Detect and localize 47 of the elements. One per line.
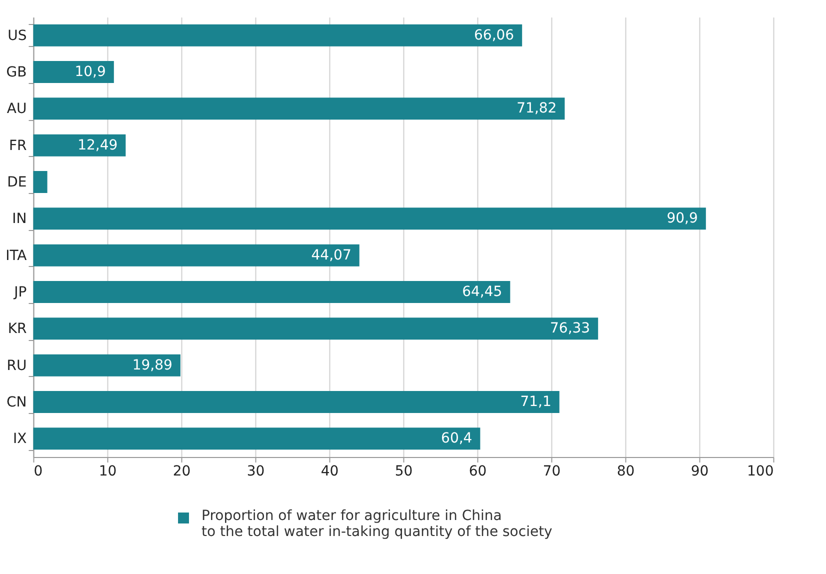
bar (33, 428, 480, 450)
x-tick-label: 10 (98, 464, 117, 480)
data-label: 71,1 (520, 394, 552, 410)
data-label: 76,33 (550, 320, 590, 337)
y-tick-label: RU (6, 358, 27, 374)
bar (33, 244, 360, 266)
bar (33, 391, 560, 413)
bar (33, 134, 126, 156)
data-label: 90,9 (666, 210, 698, 227)
x-tick-label: 90 (690, 464, 709, 480)
bar (33, 318, 598, 340)
y-tick-label: GB (6, 64, 27, 80)
data-label: 19,89 (132, 357, 172, 374)
data-label: 10,9 (74, 64, 106, 80)
bar (33, 24, 522, 46)
x-tick-label: 80 (616, 464, 635, 480)
y-tick-label: CN (6, 394, 27, 410)
bar (33, 171, 48, 193)
y-tick-label: IN (12, 211, 27, 228)
y-tick-label: JP (13, 284, 27, 300)
x-tick-label: 30 (246, 464, 265, 480)
y-tick-label: AU (6, 101, 27, 118)
y-tick-label: ITA (6, 248, 28, 264)
data-label: 71,82 (516, 100, 557, 117)
data-label: 66,06 (474, 27, 514, 44)
bar (33, 208, 706, 230)
x-tick-label: 40 (320, 464, 339, 480)
x-tick-label: 50 (394, 464, 413, 480)
data-label: 12,49 (78, 137, 118, 154)
legend-label: Proportion of water for agriculture in China to the total water in-taking quantity of the society (202, 508, 552, 540)
bar (33, 61, 114, 83)
y-tick-label: KR (8, 321, 28, 338)
data-label: 60,4 (441, 430, 472, 447)
x-tick-label: 60 (468, 464, 487, 480)
data-label: 64,45 (462, 284, 502, 300)
y-tick-label: IX (13, 431, 28, 448)
bar (33, 98, 565, 120)
x-tick-label: 20 (172, 464, 191, 480)
x-tick-label: 70 (542, 464, 561, 480)
x-tick-label: 0 (34, 464, 43, 480)
bar (33, 281, 510, 303)
data-label: 44,07 (311, 247, 352, 264)
y-tick-label: DE (7, 174, 27, 190)
x-tick-label: 100 (747, 464, 774, 480)
y-tick-label: US (8, 28, 27, 44)
bar (33, 354, 180, 376)
y-tick-label: FR (8, 138, 28, 154)
